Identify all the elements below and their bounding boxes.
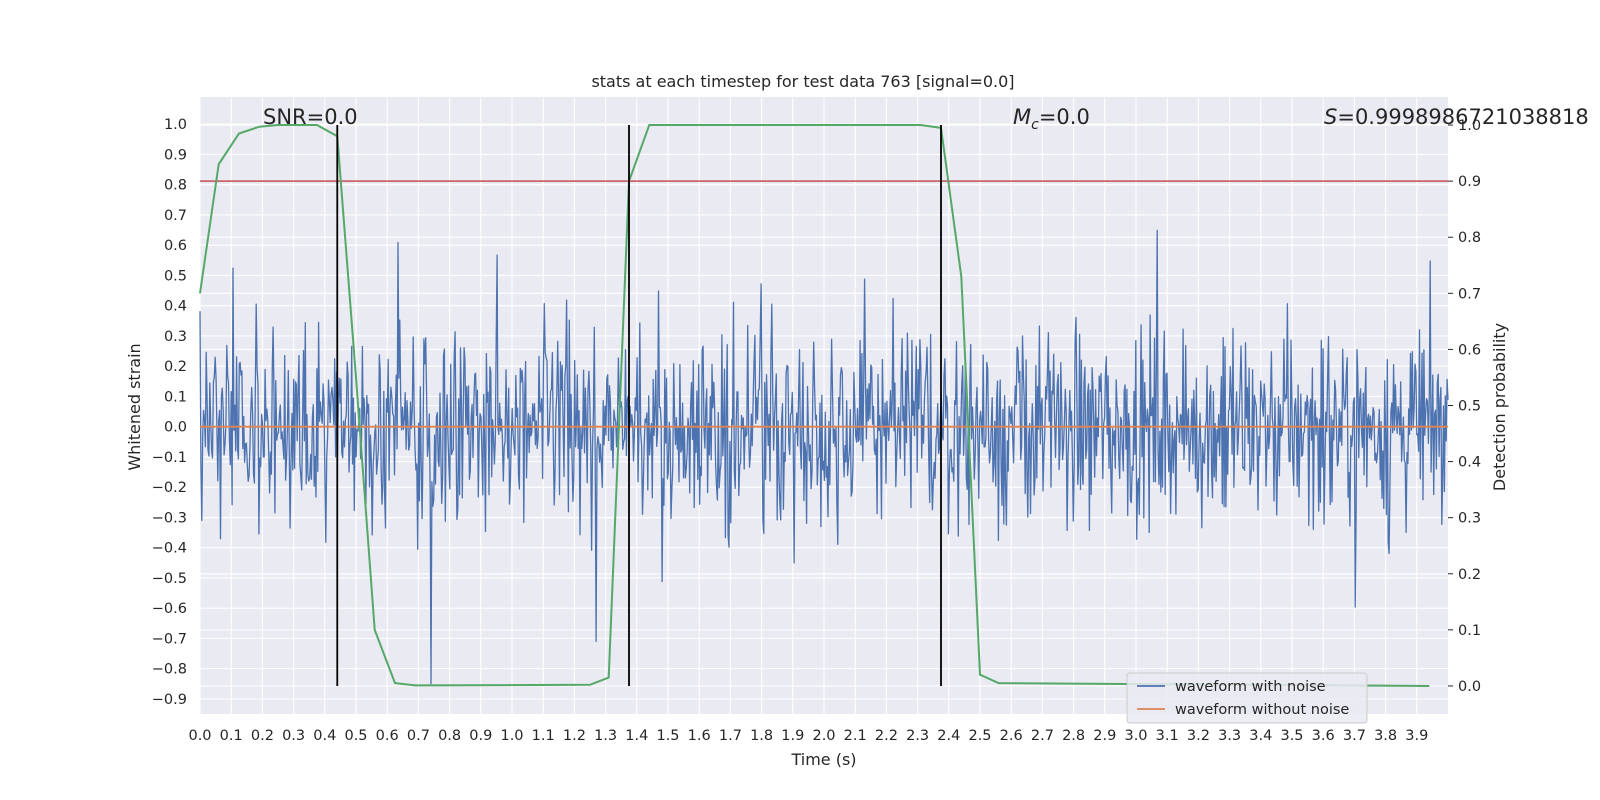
- x-tick-label: 0.3: [282, 728, 305, 744]
- x-tick-label: 0.6: [376, 728, 399, 744]
- chart-title: stats at each timestep for test data 763…: [591, 72, 1014, 91]
- y-axis-ticks: 1.0 0.9 0.8 0.7 0.6 0.5 0.4 0.3 0.2 0.1 0.0 −0.1 −0.…: [152, 117, 187, 708]
- x-tick-label: 1.1: [532, 728, 555, 744]
- waveform-with-noise-path: [199, 229, 1449, 685]
- x-tick-label: 3.7: [1343, 728, 1366, 744]
- chirp-mass-annotation: Mc=0.0: [1013, 105, 1090, 133]
- x-tick-label: 0.1: [220, 728, 243, 744]
- x-tick-label: 3.1: [1156, 728, 1179, 744]
- x-tick-label: 1.7: [719, 728, 742, 744]
- right-tick-label: 0.1: [1458, 623, 1481, 639]
- x-tick-label: 1.4: [625, 728, 648, 744]
- x-tick-label: 1.3: [594, 728, 617, 744]
- y-axis-label: Whitened strain: [125, 343, 144, 470]
- x-tick-label: 1.6: [688, 728, 711, 744]
- detection-boundary-lines: [336, 125, 942, 686]
- score-annotation: S=0.9998986721038818: [1324, 105, 1589, 129]
- x-tick-label: 2.5: [968, 728, 991, 744]
- y-tick-label: −0.5: [152, 571, 187, 587]
- right-tick-label: 0.4: [1458, 455, 1481, 471]
- y-tick-label: 0.1: [164, 389, 187, 405]
- y-tick-label: −0.2: [152, 480, 187, 496]
- x-tick-label: 2.0: [812, 728, 835, 744]
- x-tick-label: 0.0: [188, 728, 211, 744]
- chirp-mass-value: =0.0: [1039, 105, 1090, 129]
- x-tick-label: 0.4: [313, 728, 336, 744]
- waveform-with-noise-line: [199, 229, 1449, 685]
- right-tick-label: 0.9: [1458, 174, 1481, 190]
- x-tick-label: 2.9: [1093, 728, 1116, 744]
- x-tick-label: 1.9: [781, 728, 804, 744]
- x-tick-label: 2.7: [1031, 728, 1054, 744]
- right-tick-label: 0.3: [1458, 511, 1481, 527]
- y-tick-label: −0.7: [152, 631, 187, 647]
- right-tick-label: 0.5: [1458, 399, 1481, 415]
- right-axis-ticks: 1.0 0.9 0.8 0.7 0.6 0.5 0.4 0.3 0.2 0.1 0.0: [1448, 118, 1481, 695]
- x-tick-label: 1.2: [563, 728, 586, 744]
- y-tick-label: −0.8: [152, 662, 187, 678]
- legend-label-clean: waveform without noise: [1175, 702, 1349, 718]
- y-tick-label: −0.6: [152, 601, 187, 617]
- legend-label-noise: waveform with noise: [1175, 679, 1326, 695]
- right-tick-label: 1.0: [1458, 118, 1481, 134]
- x-tick-label: 0.8: [438, 728, 461, 744]
- x-tick-label: 3.9: [1405, 728, 1428, 744]
- right-tick-label: 0.7: [1458, 286, 1481, 302]
- y-tick-label: 1.0: [164, 117, 187, 133]
- x-tick-label: 3.3: [1218, 728, 1241, 744]
- right-tick-label: 0.2: [1458, 567, 1481, 583]
- y-tick-label: 0.2: [164, 359, 187, 375]
- x-tick-label: 1.0: [500, 728, 523, 744]
- y-tick-label: 0.4: [164, 299, 187, 315]
- x-tick-label: 3.0: [1124, 728, 1147, 744]
- x-tick-label: 0.9: [469, 728, 492, 744]
- x-tick-label: 2.4: [937, 728, 960, 744]
- x-tick-label: 0.5: [344, 728, 367, 744]
- score-symbol: S: [1324, 105, 1337, 129]
- detection-probability-path: [199, 124, 1430, 687]
- x-tick-label: 1.5: [656, 728, 679, 744]
- chirp-mass-symbol: M: [1013, 105, 1031, 129]
- x-tick-label: 2.1: [844, 728, 867, 744]
- x-axis-ticks: 0.0 0.1 0.2 0.3 0.4 0.5 0.6 0.7 0.8 0.9 1.0 1.1 1.2 1…: [188, 728, 1428, 744]
- y-tick-label: −0.3: [152, 510, 187, 526]
- y-tick-label: 0.5: [164, 268, 187, 284]
- y-tick-label: 0.8: [164, 178, 187, 194]
- y-tick-label: 0.0: [164, 420, 187, 436]
- y-tick-label: 0.3: [164, 329, 187, 345]
- right-tick-label: 0.6: [1458, 342, 1481, 358]
- x-tick-label: 3.2: [1187, 728, 1210, 744]
- x-tick-label: 0.7: [407, 728, 430, 744]
- x-tick-label: 2.8: [1062, 728, 1085, 744]
- y-tick-label: −0.4: [152, 541, 187, 557]
- y-tick-label: −0.9: [152, 692, 187, 708]
- chirp-mass-subscript: c: [1031, 117, 1039, 133]
- right-axis-label: Detection probability: [1490, 323, 1509, 491]
- x-axis-label: Time (s): [790, 750, 856, 769]
- legend: waveform with noise waveform without noi…: [1126, 672, 1368, 724]
- y-tick-label: −0.1: [152, 450, 187, 466]
- y-tick-label: 0.9: [164, 147, 187, 163]
- x-tick-label: 3.4: [1249, 728, 1272, 744]
- x-tick-label: 3.8: [1374, 728, 1397, 744]
- x-tick-label: 3.6: [1312, 728, 1335, 744]
- score-value: =0.9998986721038818: [1337, 105, 1588, 129]
- x-tick-label: 2.3: [906, 728, 929, 744]
- x-tick-label: 2.6: [1000, 728, 1023, 744]
- legend-box: [1126, 672, 1368, 724]
- snr-annotation: SNR=0.0: [263, 105, 358, 129]
- x-tick-label: 2.2: [875, 728, 898, 744]
- x-tick-label: 1.8: [750, 728, 773, 744]
- x-tick-label: 3.5: [1280, 728, 1303, 744]
- y-tick-label: 0.6: [164, 238, 187, 254]
- detection-probability-line: [199, 124, 1430, 687]
- x-tick-label: 0.2: [251, 728, 274, 744]
- right-tick-label: 0.0: [1458, 679, 1481, 695]
- right-tick-label: 0.8: [1458, 230, 1481, 246]
- y-tick-label: 0.7: [164, 208, 187, 224]
